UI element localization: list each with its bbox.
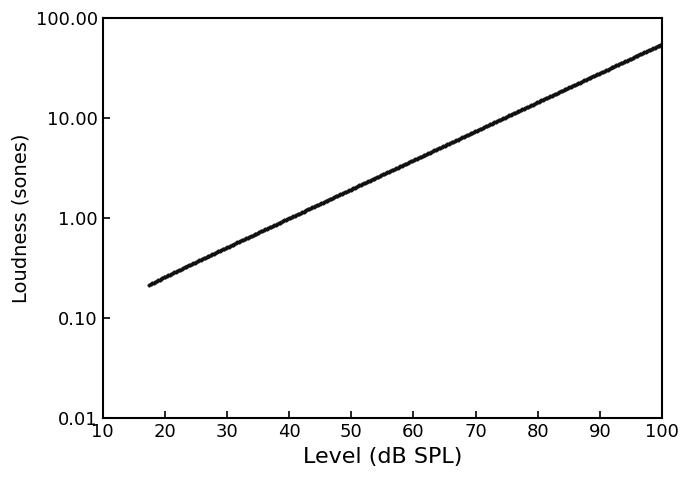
Y-axis label: Loudness (sones): Loudness (sones): [11, 133, 30, 303]
X-axis label: Level (dB SPL): Level (dB SPL): [303, 447, 462, 467]
